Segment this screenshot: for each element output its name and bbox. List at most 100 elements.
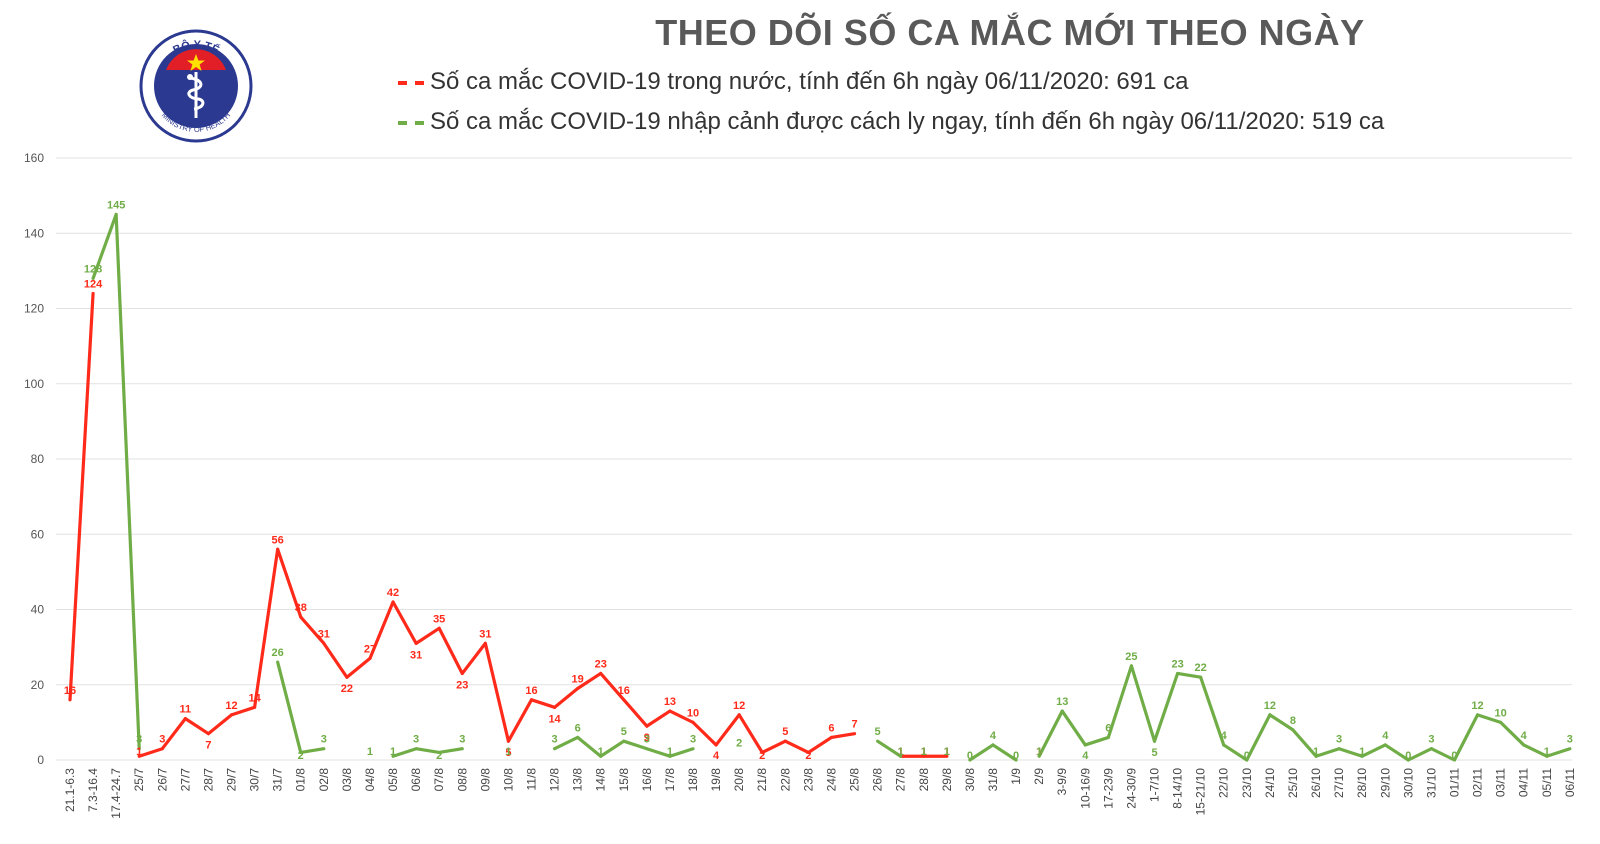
x-tick-label: 19/8: [709, 768, 723, 792]
imported-line-segment: [1383, 743, 1410, 762]
domestic-data-label: 22: [341, 683, 353, 695]
domestic-line-segment: [252, 547, 280, 709]
domestic-line-segment: [576, 671, 603, 691]
domestic-line-segment: [276, 547, 303, 619]
imported-line-segment: [1222, 743, 1249, 762]
domestic-data-label: 3: [159, 734, 165, 746]
y-tick-label: 140: [24, 226, 44, 240]
imported-line-segment: [1175, 671, 1203, 679]
domestic-data-label: 1: [136, 746, 142, 758]
domestic-data-label: 10: [687, 707, 699, 719]
x-tick-label: 09/8: [478, 768, 492, 792]
imported-line-segment: [437, 747, 464, 755]
x-tick-label: 29/10: [1378, 768, 1392, 798]
x-tick-label: 3-9/9: [1055, 768, 1069, 796]
domestic-data-label: 27: [364, 643, 376, 655]
domestic-data-label: 42: [387, 587, 399, 599]
chart-title: THEO DÕI SỐ CA MẮC MỚI THEO NGÀY: [655, 12, 1365, 53]
domestic-data-label: 23: [595, 658, 607, 670]
domestic-line-segment: [506, 698, 534, 743]
imported-line-segment: [299, 747, 326, 755]
imported-line-segment: [576, 735, 603, 758]
domestic-line-segment: [645, 709, 672, 728]
x-tick-label: 15-21/10: [1194, 768, 1208, 816]
x-tick-label: 17/8: [663, 768, 677, 792]
domestic-data-label: 19: [572, 674, 584, 686]
imported-data-label: 128: [84, 263, 102, 275]
x-tick-label: 28/7: [201, 768, 215, 792]
legend-swatch-domestic: [398, 74, 426, 92]
imported-line-segment: [1245, 713, 1272, 762]
x-tick-label: 10-16/9: [1078, 768, 1092, 809]
imported-data-label: 0: [1451, 750, 1457, 762]
imported-line-segment: [1268, 713, 1295, 732]
domestic-data-label: 1: [1036, 746, 1042, 758]
imported-data-label: 8: [1290, 715, 1296, 727]
imported-data-label: 1: [944, 746, 950, 758]
x-tick-label: 15/8: [617, 768, 631, 792]
x-tick-label: 7.3-16.4: [86, 768, 100, 812]
y-tick-label: 60: [31, 527, 45, 541]
legend-label-imported: Số ca mắc COVID-19 nhập cảnh được cách l…: [430, 108, 1385, 135]
imported-line-segment: [91, 212, 118, 280]
domestic-line-segment: [668, 709, 695, 724]
x-tick-label: 24/10: [1263, 768, 1277, 798]
imported-data-label: 3: [1336, 734, 1342, 746]
imported-data-label: 3: [552, 734, 558, 746]
domestic-line-segment: [160, 717, 187, 751]
imported-line-segment: [1037, 709, 1064, 758]
domestic-data-label: 12: [225, 700, 237, 712]
x-tick-label: 30/10: [1401, 768, 1415, 798]
x-tick-label: 02/11: [1471, 768, 1485, 797]
x-tick-label: 03/11: [1494, 768, 1508, 797]
x-tick-label: 26/7: [155, 768, 169, 792]
domestic-data-label: 16: [525, 685, 537, 697]
imported-line-segment: [622, 739, 649, 751]
domestic-data-label: 124: [84, 278, 103, 290]
imported-line-segment: [1475, 713, 1503, 724]
y-tick-label: 100: [24, 377, 44, 391]
imported-data-label: 4: [1382, 730, 1389, 742]
domestic-data-label: 13: [664, 696, 676, 708]
x-tick-label: 07/8: [432, 768, 446, 792]
domestic-line-segment: [368, 600, 395, 661]
imported-line-segment: [391, 747, 418, 758]
domestic-data-label: 11: [180, 704, 192, 716]
domestic-data-label: 1: [921, 746, 927, 758]
imported-data-label: 145: [107, 199, 125, 211]
x-tick-label: 18/8: [686, 768, 700, 792]
x-tick-label: 04/11: [1517, 768, 1531, 797]
y-tick-label: 80: [31, 452, 45, 466]
imported-line-segment: [1199, 675, 1226, 747]
x-tick-label: 12/8: [548, 768, 562, 792]
domestic-line-segment: [783, 739, 810, 755]
imported-data-label: 6: [1105, 722, 1111, 734]
imported-data-label: 6: [575, 722, 581, 734]
imported-data-label: 1: [367, 746, 373, 758]
x-tick-label: 1/9: [1009, 768, 1023, 785]
x-tick-label: 20/8: [732, 768, 746, 792]
imported-line-segment: [1452, 713, 1480, 762]
x-tick-label: 30/7: [248, 768, 262, 792]
domestic-data-label: 14: [548, 713, 561, 725]
x-tick-label: 31/10: [1424, 768, 1438, 798]
x-tick-label: 31/7: [271, 768, 285, 792]
imported-data-label: 25: [1125, 651, 1137, 663]
x-tick-label: 16/8: [640, 768, 654, 792]
x-tick-label: 21.1-6.3: [63, 768, 77, 812]
domestic-data-label: 38: [295, 602, 307, 614]
x-tick-label: 30/8: [963, 768, 977, 792]
domestic-line-segment: [806, 735, 834, 755]
domestic-data-label: 2: [759, 750, 765, 762]
legend-label-domestic: Số ca mắc COVID-19 trong nước, tính đến …: [430, 68, 1189, 95]
x-tick-label: 25/8: [848, 768, 862, 792]
domestic-data-label: 16: [64, 685, 76, 697]
domestic-data-label: 23: [456, 679, 468, 691]
x-tick-label: 05/11: [1540, 768, 1554, 797]
imported-data-label: 1: [1544, 746, 1550, 758]
domestic-line-segment: [137, 747, 164, 758]
domestic-line-segment: [229, 705, 257, 717]
imported-line-segment: [414, 747, 441, 755]
x-tick-label: 17.4-24.7: [109, 768, 123, 819]
